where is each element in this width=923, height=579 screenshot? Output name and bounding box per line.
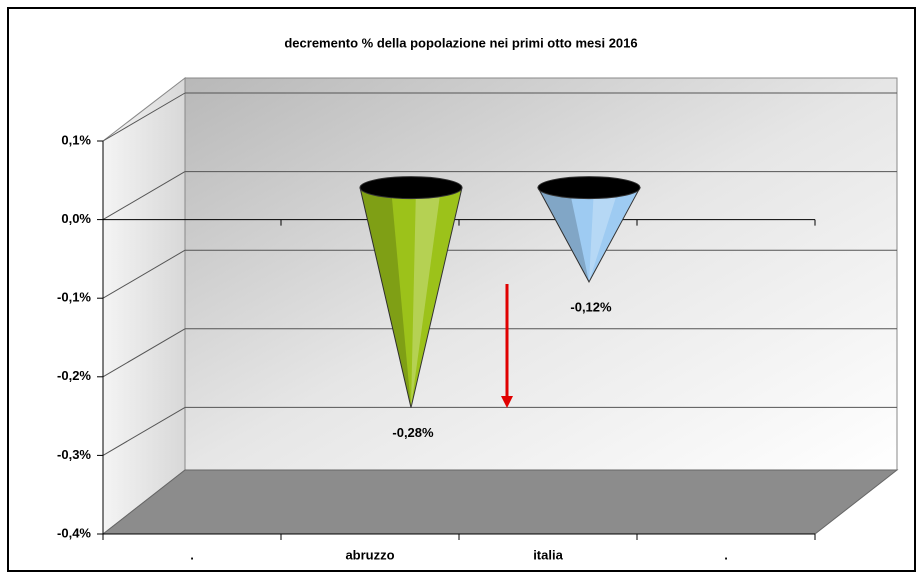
x-tick-label: . (724, 547, 728, 562)
cone-top (359, 176, 463, 200)
cone-highlight (589, 187, 619, 282)
back-wall (184, 77, 898, 471)
chart-title: decremento % della popolazione nei primi… (284, 35, 637, 50)
side-wall (102, 76, 186, 536)
grid-line (102, 92, 186, 142)
y-tick-label: 0,0% (61, 211, 91, 226)
arrow (501, 284, 513, 408)
y-tick-label: -0,1% (57, 290, 91, 305)
cone-top (537, 176, 641, 200)
data-label: -0,28% (392, 425, 434, 440)
y-tick-label: 0,1% (61, 132, 91, 147)
grid-line (102, 328, 186, 378)
cone-shade (538, 187, 589, 282)
x-tick-label: abruzzo (345, 547, 394, 562)
cone-shade (360, 187, 411, 408)
x-tick-label: italia (533, 547, 563, 562)
y-tick-label: -0,3% (57, 447, 91, 462)
grid-line (102, 406, 186, 456)
y-tick-label: -0,2% (57, 368, 91, 383)
x-tick-label: . (190, 547, 194, 562)
floor (101, 469, 899, 535)
grid-line (102, 249, 186, 299)
cone-highlight (411, 187, 441, 408)
grid-line (102, 171, 186, 221)
data-label: -0,12% (570, 299, 612, 314)
y-tick-label: -0,4% (57, 525, 91, 540)
